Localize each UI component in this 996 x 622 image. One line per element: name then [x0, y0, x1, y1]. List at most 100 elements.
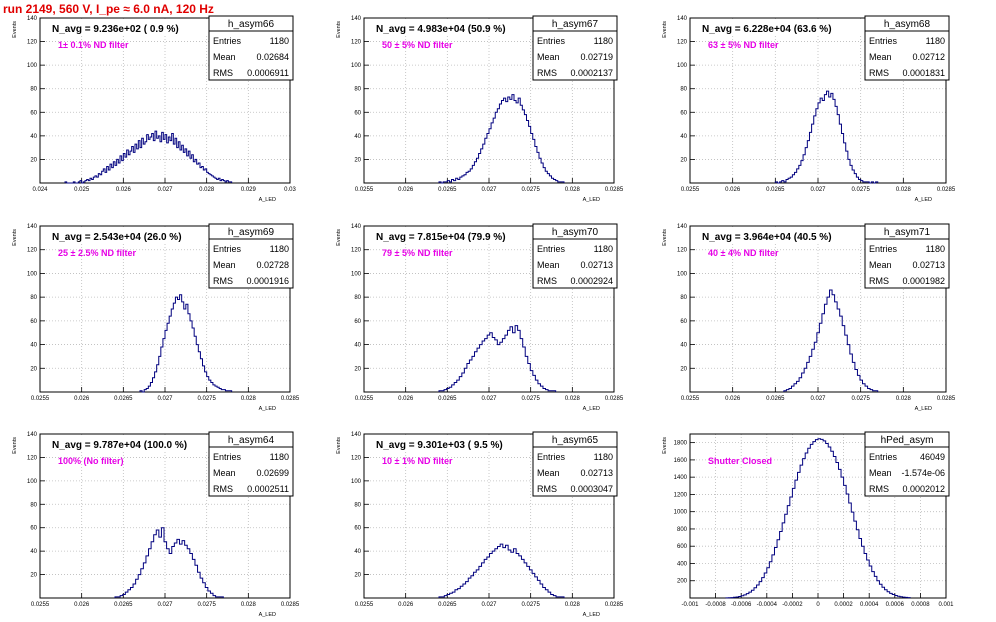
- y-tick-label: 600: [677, 544, 688, 550]
- histogram-bin: [836, 462, 839, 598]
- y-tick-label: 40: [354, 134, 361, 140]
- panel-title: N_avg = 7.815e+04 (79.9 %): [376, 232, 506, 243]
- histogram-bin: [527, 121, 529, 183]
- histogram-name: h_asym67: [552, 19, 599, 30]
- histogram-bin: [798, 472, 801, 598]
- y-tick-label: 120: [27, 40, 38, 46]
- stats-mean-value: 0.02713: [912, 260, 945, 270]
- histogram-bin: [833, 99, 835, 183]
- histogram-bin: [217, 179, 219, 183]
- x-tick-label: 0.0285: [937, 396, 956, 402]
- histogram-bin: [505, 335, 508, 392]
- y-tick-label: 20: [680, 157, 687, 163]
- y-tick-label: 100: [677, 271, 688, 277]
- histogram-bin: [190, 553, 193, 598]
- stats-rms-value: 0.0002511: [247, 484, 289, 494]
- stats-entries-label: Entries: [869, 452, 898, 462]
- x-tick-label: 0.027: [481, 602, 497, 608]
- y-tick-label: 140: [27, 224, 38, 230]
- histogram-bin: [777, 540, 780, 598]
- stats-entries-value: 1180: [594, 452, 613, 462]
- y-tick-label: 40: [30, 343, 37, 349]
- histogram-bin: [856, 530, 859, 598]
- y-tick-label: 1600: [674, 458, 688, 464]
- stats-rms-value: 0.0002137: [570, 68, 613, 78]
- histogram-name: h_asym69: [228, 227, 275, 238]
- x-tick-label: 0.03: [284, 187, 296, 193]
- histogram-bin: [153, 141, 155, 183]
- histogram-bin: [507, 330, 510, 392]
- stats-mean-value: 0.02719: [580, 52, 613, 62]
- histogram-bin: [177, 539, 180, 598]
- y-tick-label: 100: [351, 479, 362, 485]
- x-tick-label: 0.0265: [766, 396, 785, 402]
- histogram-bin: [193, 162, 195, 183]
- histogram-bin: [130, 151, 132, 183]
- title-box: [372, 229, 536, 243]
- stats-entries-label: Entries: [213, 452, 242, 462]
- y-tick-label: 20: [354, 573, 361, 579]
- histogram-name: h_asym71: [884, 227, 931, 238]
- y-tick-label: 120: [351, 248, 362, 254]
- x-tick-label: 0.025: [74, 187, 90, 193]
- histogram-name: h_asym66: [228, 19, 275, 30]
- x-tick-label: 0.028: [565, 602, 581, 608]
- histogram-bin: [831, 451, 834, 598]
- y-tick-label: 20: [30, 366, 37, 372]
- y-tick-label: 100: [677, 63, 688, 69]
- histogram-bin: [803, 459, 806, 598]
- x-tick-label: 0.0275: [197, 602, 216, 608]
- x-axis-label: A_LED: [915, 197, 932, 203]
- histogram-bin: [524, 563, 527, 598]
- y-tick-label: 1400: [674, 475, 688, 481]
- histogram-bin: [157, 138, 159, 183]
- x-tick-label: 0.0255: [355, 602, 374, 608]
- histogram-bin: [477, 348, 480, 392]
- histogram-bin: [499, 104, 501, 183]
- histogram-name: h_asym70: [552, 227, 599, 238]
- histogram-bin: [500, 544, 503, 598]
- title-box: [372, 437, 536, 451]
- histogram-bin: [813, 442, 816, 598]
- histogram-bin: [154, 535, 157, 598]
- y-tick-label: 140: [351, 16, 362, 22]
- stats-mean-value: 0.02728: [256, 260, 289, 270]
- histogram-bin: [822, 314, 825, 392]
- stats-rms-label: RMS: [213, 276, 233, 286]
- histogram-bin: [105, 172, 107, 183]
- stats-rms-value: 0.0006911: [247, 68, 289, 78]
- x-tick-label: 0.0004: [860, 602, 879, 608]
- histogram-bin: [859, 538, 862, 598]
- y-tick-label: 140: [351, 224, 362, 230]
- x-tick-label: 0.028: [896, 396, 912, 402]
- histogram-bin: [516, 103, 518, 183]
- x-tick-label: 0.028: [241, 396, 257, 402]
- histogram-bin: [851, 512, 854, 598]
- x-tick-label: 0.0275: [197, 396, 216, 402]
- y-tick-label: 140: [677, 224, 688, 230]
- x-tick-label: 0.0265: [438, 602, 457, 608]
- filter-label: 25 ± 2.5% ND filter: [58, 248, 136, 258]
- panel-title: N_avg = 6.228e+04 (63.6 %): [702, 24, 832, 35]
- stats-entries-value: 1180: [594, 36, 613, 46]
- stats-rms-label: RMS: [537, 276, 557, 286]
- y-tick-label: 800: [677, 527, 688, 533]
- y-tick-label: 80: [354, 502, 361, 508]
- y-tick-label: 100: [27, 63, 38, 69]
- y-tick-label: 40: [354, 343, 361, 349]
- stats-entries-label: Entries: [213, 244, 242, 254]
- stats-mean-label: Mean: [537, 260, 560, 270]
- stats-mean-label: Mean: [213, 260, 236, 270]
- stats-rms-value: 0.0002924: [570, 276, 613, 286]
- y-tick-label: 140: [27, 432, 38, 438]
- panel-title: N_avg = 9.787e+04 (100.0 %): [52, 440, 187, 451]
- histogram-name: h_asym68: [884, 19, 931, 30]
- histogram-bin: [469, 360, 472, 392]
- histogram-bin: [188, 314, 190, 392]
- run-title: run 2149, 560 V, I_pe ≈ 6.0 nA, 120 Hz: [3, 2, 214, 16]
- histogram-bin: [524, 115, 526, 183]
- histogram-name: hPed_asym: [881, 435, 934, 446]
- histogram-bin: [200, 168, 202, 183]
- histogram-bin: [849, 503, 852, 598]
- y-tick-label: 60: [680, 110, 687, 116]
